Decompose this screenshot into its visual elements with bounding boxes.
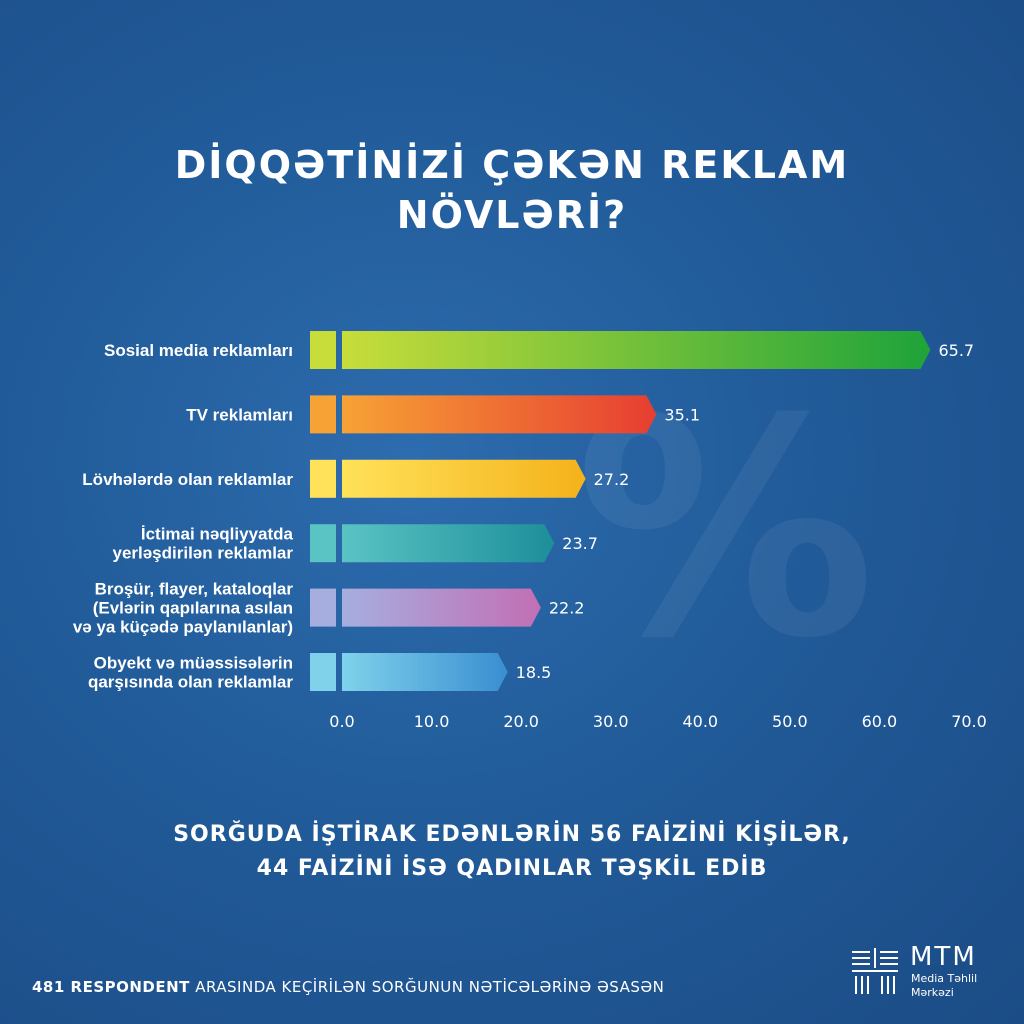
survey-note: SORĞUDA İŞTİRAK EDƏNLƏRİN 56 FAİZİNİ KİŞ… bbox=[0, 818, 1024, 886]
title-line-2: NÖVLƏRİ? bbox=[396, 193, 628, 237]
value-label: 65.7 bbox=[938, 341, 974, 360]
logo-brand: MTM bbox=[910, 942, 977, 972]
bar-stub bbox=[310, 459, 336, 498]
x-tick-label: 40.0 bbox=[682, 712, 718, 731]
bar-stub bbox=[310, 395, 336, 434]
x-tick-label: 20.0 bbox=[503, 712, 539, 731]
category-label: TV reklamları bbox=[186, 405, 293, 424]
category-label: Lövhələrdə olan reklamlar bbox=[82, 470, 293, 489]
logo-sub-line-1: Media Təhlil bbox=[911, 972, 978, 985]
bar-stub bbox=[310, 331, 336, 369]
x-tick-label: 70.0 bbox=[951, 712, 987, 731]
note-line-1: SORĞUDA İŞTİRAK EDƏNLƏRİN 56 FAİZİNİ KİŞ… bbox=[173, 822, 851, 847]
category-label: İctimai nəqliyyatda yerləşdirilən reklaml… bbox=[112, 525, 293, 563]
x-tick-label: 30.0 bbox=[593, 712, 629, 731]
mtm-logo-icon bbox=[852, 948, 898, 994]
x-tick-label: 60.0 bbox=[862, 712, 898, 731]
mtm-logo: MTM Media Təhlil Mərkəzi bbox=[850, 942, 1000, 1000]
title-line-1: DİQQƏTİNİZİ ÇƏKƏN REKLAM bbox=[174, 143, 850, 187]
footer-text: ARASINDA KEÇİRİLƏN SORĞUNUN NƏTİCƏLƏRİNƏ… bbox=[189, 978, 665, 996]
bar-stub bbox=[310, 588, 336, 627]
logo-subtitle: Media Təhlil Mərkəzi bbox=[911, 972, 977, 1000]
bar bbox=[342, 331, 931, 369]
bar bbox=[342, 653, 508, 691]
bar-chart: 65.7 Sosial media reklamları 35.1 TV reklam… bbox=[73, 331, 987, 731]
value-label: 23.7 bbox=[562, 534, 598, 553]
bar-stub bbox=[310, 524, 336, 563]
x-tick-label: 10.0 bbox=[414, 712, 450, 731]
x-tick-label: 50.0 bbox=[772, 712, 808, 731]
page-title: DİQQƏTİNİZİ ÇƏKƏN REKLAM NÖVLƏRİ? bbox=[0, 140, 1024, 240]
category-label: Broşür, flayer, kataloqlar (Evlərin qapıl… bbox=[73, 580, 294, 637]
category-label: Sosial media reklamları bbox=[104, 341, 293, 360]
source-footer: 481 RESPONDENT ARASINDA KEÇİRİLƏN SORĞUN… bbox=[32, 978, 664, 996]
bar bbox=[342, 588, 541, 627]
x-tick-label: 0.0 bbox=[329, 712, 354, 731]
note-line-2: 44 FAİZİNİ İSƏ QADINLAR TƏŞKİL EDİB bbox=[256, 856, 768, 881]
bar bbox=[342, 524, 555, 563]
footer-respondents: 481 RESPONDENT bbox=[32, 978, 190, 996]
bar bbox=[342, 459, 586, 498]
value-label: 18.5 bbox=[516, 663, 552, 682]
category-label: Obyekt və müəssisələrin qarşısında olan r… bbox=[88, 654, 293, 692]
bar bbox=[342, 395, 657, 434]
value-label: 27.2 bbox=[594, 470, 630, 489]
value-label: 22.2 bbox=[549, 599, 585, 618]
value-label: 35.1 bbox=[664, 405, 700, 424]
logo-sub-line-2: Mərkəzi bbox=[911, 986, 954, 999]
bar-stub bbox=[310, 653, 336, 691]
